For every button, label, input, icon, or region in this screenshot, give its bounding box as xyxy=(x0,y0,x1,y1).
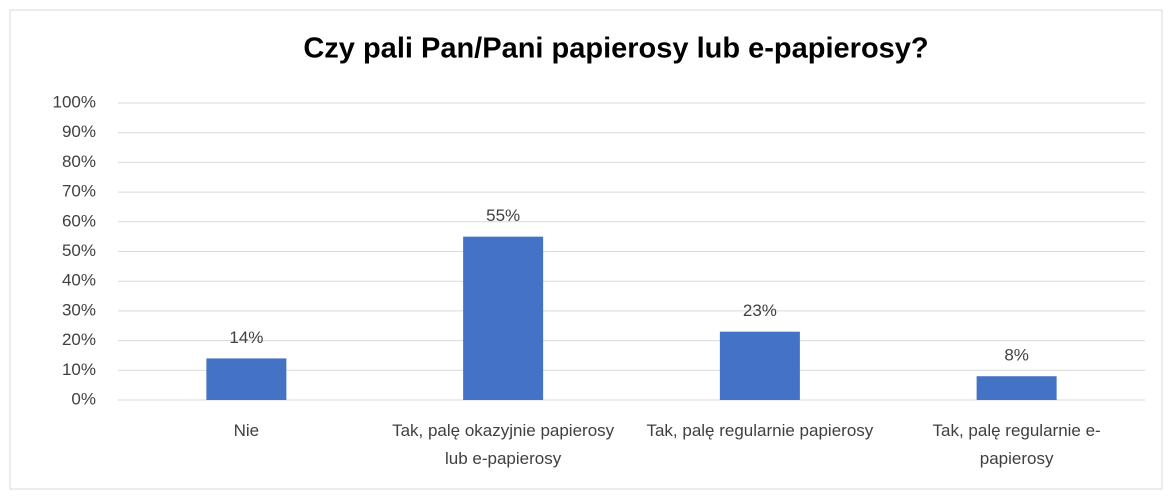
y-tick-label: 100% xyxy=(53,92,96,111)
chart-title: Czy pali Pan/Pani papierosy lub e-papier… xyxy=(303,33,928,65)
y-tick-label: 40% xyxy=(62,271,96,290)
chart-border xyxy=(9,9,1163,490)
y-tick-label: 70% xyxy=(62,182,96,201)
data-label: 8% xyxy=(1004,346,1029,365)
x-tick-label: Tak, palę okazyjnie papierosy lub e-papi… xyxy=(392,421,615,468)
bar xyxy=(463,236,544,400)
y-tick-label: 80% xyxy=(62,152,96,171)
y-tick-label: 50% xyxy=(62,241,96,260)
data-label: 23% xyxy=(743,301,777,320)
x-tick-label: Tak, palę regularnie e-papierosy xyxy=(932,421,1101,468)
data-label: 55% xyxy=(486,206,520,225)
data-label: 14% xyxy=(229,328,263,347)
y-tick-label: 60% xyxy=(62,211,96,230)
y-tick-label: 20% xyxy=(62,330,96,349)
y-tick-label: 90% xyxy=(62,122,96,141)
y-tick-label: 10% xyxy=(62,360,96,379)
bar xyxy=(976,376,1057,400)
bar xyxy=(719,331,800,400)
y-tick-label: 30% xyxy=(62,300,96,319)
x-tick-label: Tak, palę regularnie papierosy xyxy=(646,421,874,440)
x-tick-label: Nie xyxy=(233,421,260,440)
bar xyxy=(206,358,287,400)
y-tick-label: 0% xyxy=(71,389,96,408)
